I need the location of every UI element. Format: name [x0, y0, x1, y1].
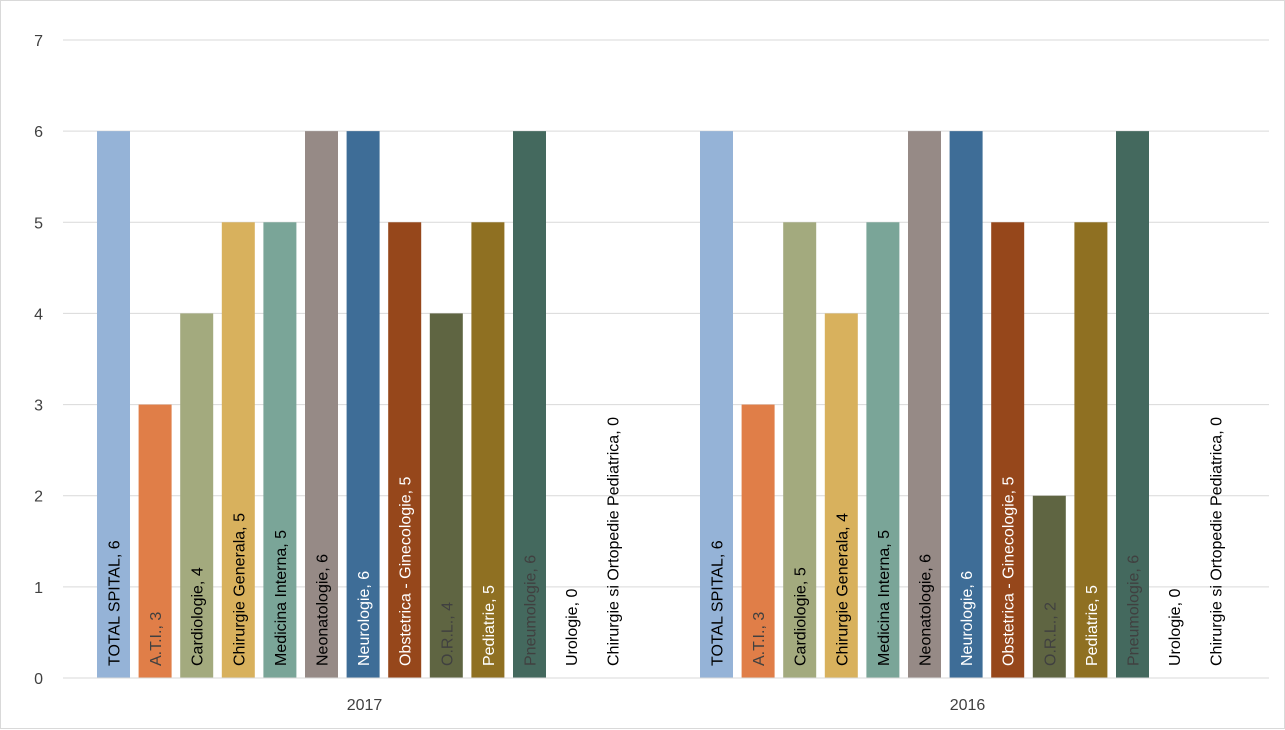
- data-label: Pediatrie, 5: [481, 585, 498, 666]
- data-label: Chirurgie Generala, 4: [834, 513, 851, 666]
- data-label: Chirurgie Generala, 5: [231, 513, 248, 666]
- bar: [513, 131, 546, 679]
- data-label: Chirurgie si Ortopedie Pediatrica, 0: [1209, 417, 1226, 666]
- bar: [305, 131, 338, 679]
- data-label: A.T.I., 3: [148, 612, 165, 666]
- data-label: O.R.L., 4: [439, 602, 456, 666]
- data-label: Obstetrica - Ginecologie, 5: [1001, 476, 1018, 666]
- bar: [908, 131, 941, 679]
- data-label: Neonatologie, 6: [918, 554, 935, 666]
- bar: [346, 131, 380, 679]
- data-label: Cardiologie, 4: [190, 567, 207, 666]
- data-label: Pneumologie, 6: [523, 555, 540, 666]
- bar: [1074, 222, 1108, 679]
- bar: [949, 131, 983, 679]
- bar: [1032, 495, 1066, 678]
- data-label: Urologie, 0: [1167, 589, 1184, 666]
- bar: [388, 222, 422, 679]
- data-label: Pneumologie, 6: [1126, 555, 1143, 666]
- bar: [97, 131, 130, 679]
- bar: [180, 313, 214, 678]
- y-tick-label: 2: [34, 489, 43, 506]
- y-tick-label: 0: [34, 671, 43, 688]
- bar: [700, 131, 733, 679]
- data-label: Medicina Interna, 5: [876, 530, 893, 666]
- data-label: Pediatrie, 5: [1084, 585, 1101, 666]
- bars: [97, 131, 1149, 679]
- bar: [783, 222, 817, 679]
- bar: [866, 222, 900, 679]
- bar: [1116, 131, 1149, 679]
- data-label: Urologie, 0: [564, 589, 581, 666]
- y-tick-label: 1: [34, 580, 43, 597]
- data-label: Neurologie, 6: [356, 571, 373, 666]
- data-label: Chirurgie si Ortopedie Pediatrica, 0: [606, 417, 623, 666]
- data-label: Neonatologie, 6: [315, 554, 332, 666]
- bar: [991, 222, 1025, 679]
- y-tick-label: 6: [34, 124, 43, 141]
- data-label: Obstetrica - Ginecologie, 5: [398, 476, 415, 666]
- y-tick-label: 5: [34, 215, 43, 232]
- data-label: Neurologie, 6: [959, 571, 976, 666]
- bar: [429, 313, 463, 678]
- data-labels: TOTAL SPITAL, 6 A.T.I., 3 Cardiologie, 4 Ch…: [107, 417, 1226, 666]
- axes: 0 1 2 3 4 5 6 7 2017 2016: [34, 33, 1269, 714]
- bar: [263, 222, 297, 679]
- y-tick-label: 7: [34, 33, 43, 50]
- data-label: Medicina Interna, 5: [273, 530, 290, 666]
- x-category-label: 2016: [950, 697, 986, 714]
- data-label: Cardiologie, 5: [793, 567, 810, 666]
- bar: [138, 404, 172, 678]
- data-label: A.T.I., 3: [751, 612, 768, 666]
- bar: [221, 222, 255, 679]
- bar: [471, 222, 505, 679]
- data-label: TOTAL SPITAL, 6: [710, 540, 727, 666]
- bar: [741, 404, 775, 678]
- bar: [824, 313, 858, 678]
- data-label: TOTAL SPITAL, 6: [107, 540, 124, 666]
- y-tick-label: 4: [34, 306, 43, 323]
- data-label: O.R.L., 2: [1042, 602, 1059, 666]
- x-category-label: 2017: [347, 697, 383, 714]
- y-tick-label: 3: [34, 398, 43, 415]
